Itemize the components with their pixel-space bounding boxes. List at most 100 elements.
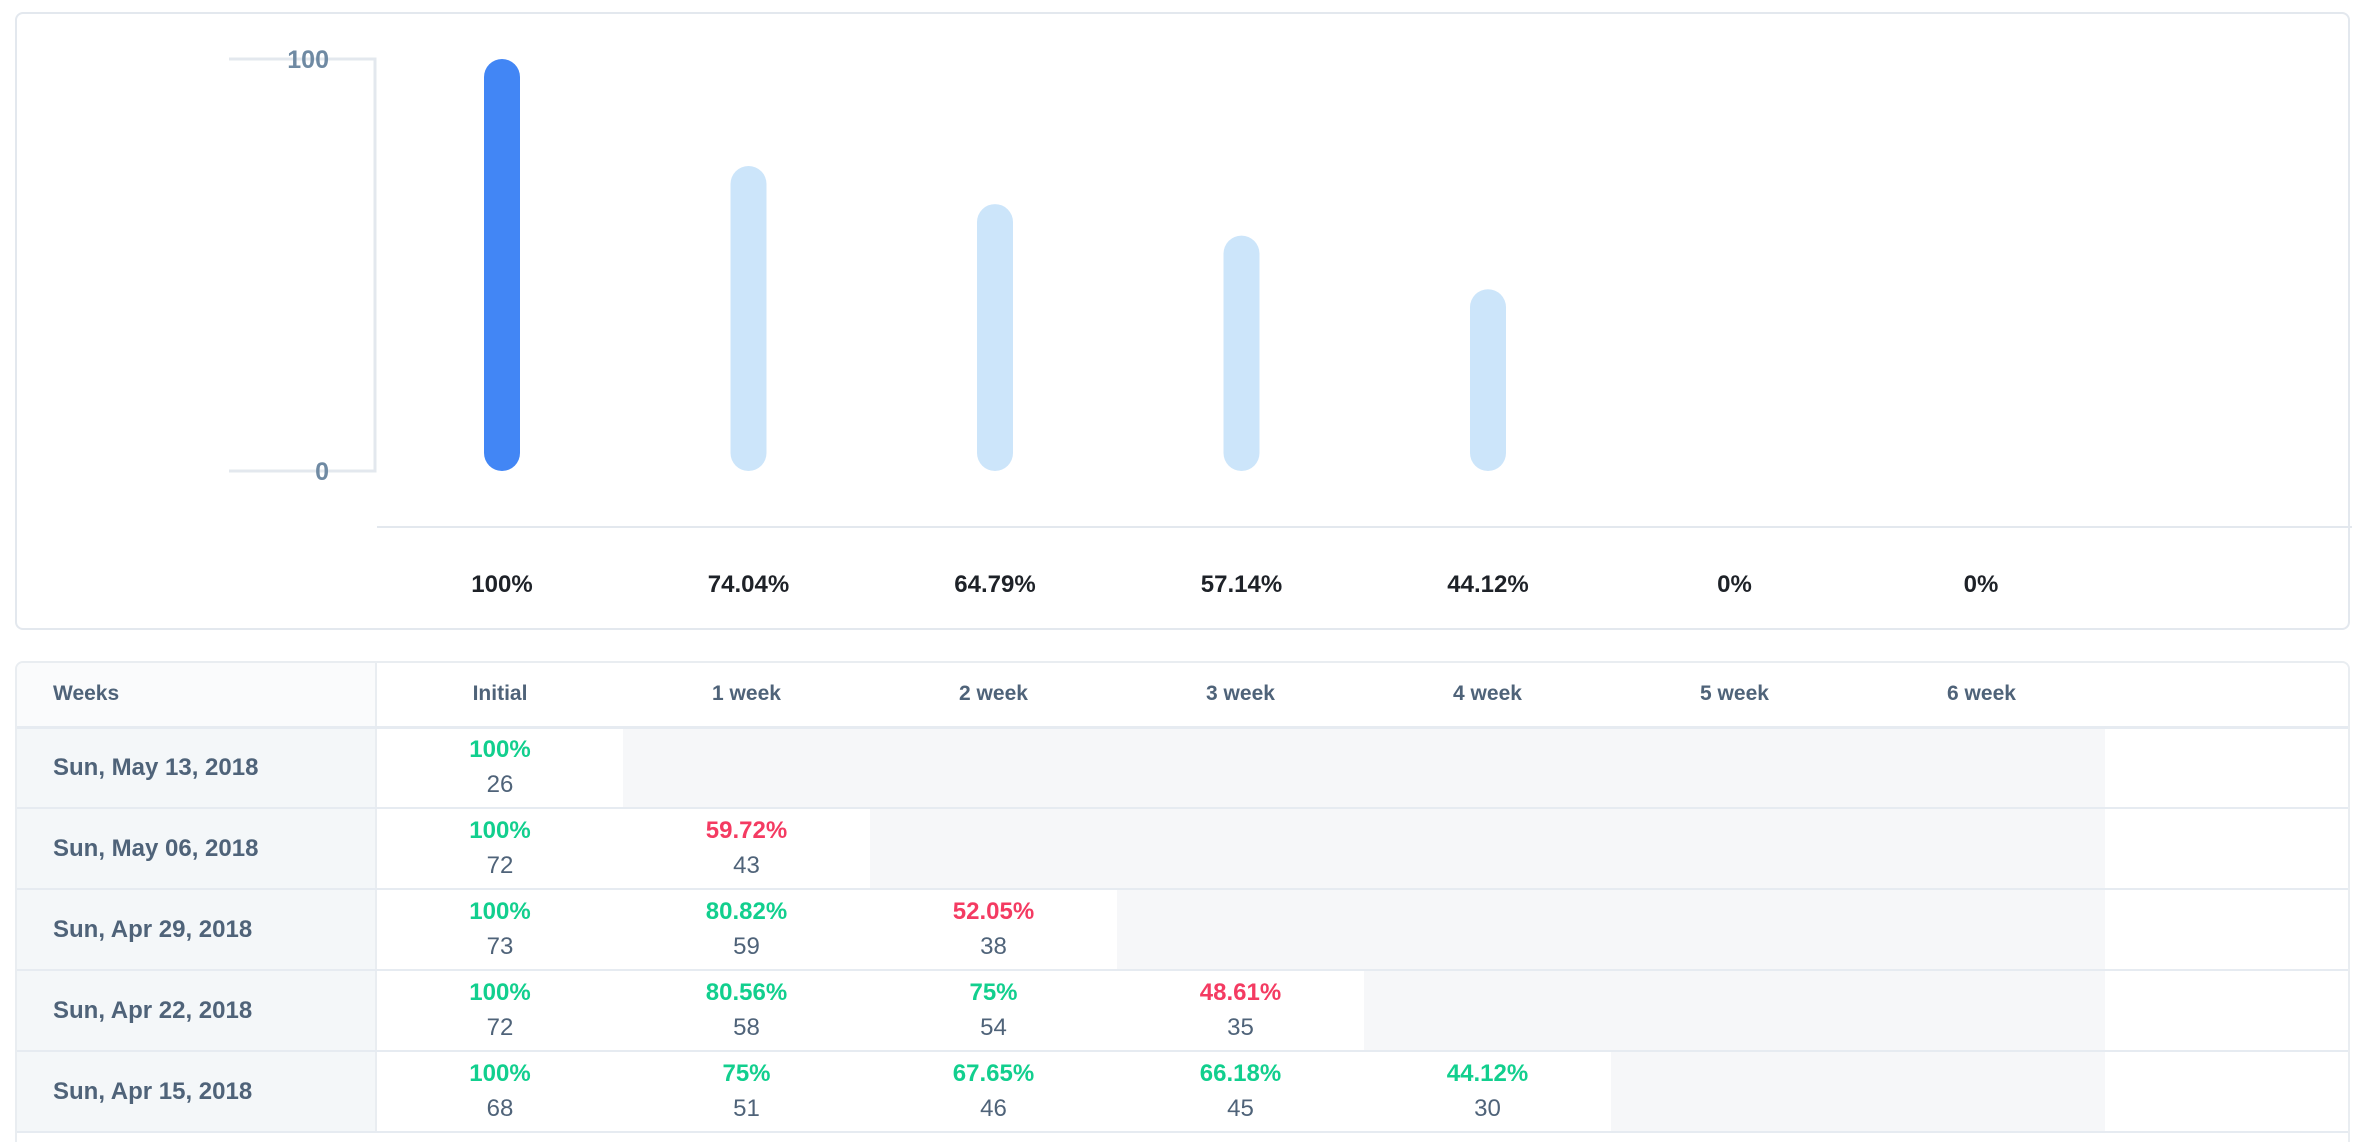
bar-value-label: 44.12% — [1447, 571, 1528, 598]
retention-count: 35 — [1227, 1013, 1254, 1041]
retention-percent: 100% — [469, 816, 531, 844]
empty-cell — [1611, 970, 1858, 1052]
column-header-2-week[interactable]: 2 week — [870, 663, 1117, 729]
table-row: Sun, Apr 15, 2018 100% 68 75% 51 67.65% 46 66.1… — [17, 1051, 2348, 1133]
retention-cell[interactable]: 100% 73 — [376, 889, 623, 971]
empty-cell — [1611, 1051, 1858, 1133]
retention-percent: 59.72% — [705, 816, 788, 844]
bar-1-week[interactable] — [730, 165, 767, 471]
retention-percent: 100% — [469, 1059, 531, 1087]
table-row: Sun, May 13, 2018 100% 26 — [17, 727, 2348, 809]
retention-cell[interactable]: 48.61% 35 — [1117, 970, 1364, 1052]
retention-count: 51 — [733, 1094, 760, 1122]
retention-cell[interactable]: 66.18% 45 — [1117, 1051, 1364, 1133]
bar-value-label: 64.79% — [954, 571, 1035, 598]
empty-cell — [1611, 889, 1858, 971]
bar-4-week[interactable] — [1470, 289, 1506, 471]
retention-percent: 52.05% — [952, 897, 1035, 925]
row-date: Sun, May 06, 2018 — [17, 808, 377, 890]
retention-percent: 100% — [469, 978, 531, 1006]
retention-cell[interactable]: 67.65% 46 — [870, 1051, 1117, 1133]
table-row: Sun, May 06, 2018 100% 72 59.72% 43 — [17, 808, 2348, 890]
retention-bar-chart: 100 0 100% 74.04% 64.79% 57.14% 44.12% 0% 0% — [229, 46, 2352, 598]
y-axis-line — [229, 57, 377, 473]
retention-count: 54 — [980, 1013, 1007, 1041]
retention-count: 58 — [733, 1013, 760, 1041]
bar-2-week[interactable] — [977, 204, 1013, 472]
column-header-initial[interactable]: Initial — [376, 663, 623, 729]
empty-cell — [870, 727, 1117, 809]
column-header-6-week[interactable]: 6 week — [1858, 663, 2105, 729]
retention-cell[interactable]: 80.56% 58 — [623, 970, 870, 1052]
retention-percent: 80.56% — [705, 978, 788, 1006]
empty-cell — [1611, 808, 1858, 890]
retention-count: 46 — [980, 1094, 1007, 1122]
value-labels: 100% 74.04% 64.79% 57.14% 44.12% 0% 0% — [471, 571, 1998, 598]
retention-cell[interactable]: 100% 72 — [376, 808, 623, 890]
empty-cell — [1117, 889, 1364, 971]
column-header-5-week[interactable]: 5 week — [1611, 663, 1858, 729]
retention-cell[interactable]: 80.82% 59 — [623, 889, 870, 971]
retention-percent: 75% — [969, 978, 1018, 1006]
bar-value-label: 74.04% — [708, 571, 789, 598]
retention-chart-card: 100 0 100% 74.04% 64.79% 57.14% 44.12% 0% 0% — [15, 12, 2352, 630]
retention-count: 26 — [486, 770, 514, 798]
retention-percent: 48.61% — [1199, 978, 1282, 1006]
bar-value-label: 0% — [1717, 571, 1752, 598]
bar-3-week[interactable] — [1223, 235, 1260, 471]
column-header-3-week[interactable]: 3 week — [1117, 663, 1364, 729]
column-header-4-week[interactable]: 4 week — [1364, 663, 1611, 729]
retention-cell[interactable]: 75% 54 — [870, 970, 1117, 1052]
retention-count: 45 — [1227, 1094, 1254, 1122]
empty-cell — [1858, 727, 2105, 809]
retention-count: 73 — [486, 932, 514, 960]
retention-percent: 100% — [469, 897, 531, 925]
retention-cell[interactable]: 100% 68 — [376, 1051, 623, 1133]
y-tick-label: 0 — [315, 458, 329, 486]
row-spacer — [2105, 727, 2348, 809]
bar-initial[interactable] — [484, 59, 520, 471]
retention-cell[interactable]: 52.05% 38 — [870, 889, 1117, 971]
retention-percent: 75% — [722, 1059, 771, 1087]
column-header-weeks[interactable]: Weeks — [17, 663, 377, 729]
column-header-1-week[interactable]: 1 week — [623, 663, 870, 729]
retention-cell[interactable]: 75% 51 — [623, 1051, 870, 1133]
empty-cell — [1858, 808, 2105, 890]
retention-count: 72 — [486, 1013, 514, 1041]
empty-cell — [870, 808, 1117, 890]
empty-cell — [1858, 1051, 2105, 1133]
empty-cell — [1364, 889, 1611, 971]
retention-percent: 80.82% — [705, 897, 788, 925]
empty-cell — [1117, 808, 1364, 890]
empty-cell — [1364, 970, 1611, 1052]
retention-count: 68 — [486, 1094, 514, 1122]
row-date: Sun, Apr 29, 2018 — [17, 889, 377, 971]
y-axis: 100 0 — [229, 46, 2352, 528]
retention-count: 72 — [486, 851, 514, 879]
empty-cell — [623, 727, 870, 809]
retention-count: 43 — [733, 851, 760, 879]
retention-table-container: Weeks Initial 1 week 2 week 3 week 4 week 5 we… — [15, 661, 2350, 1142]
row-spacer — [2105, 889, 2348, 971]
row-spacer — [2105, 1051, 2348, 1133]
row-date: Sun, May 13, 2018 — [17, 727, 377, 809]
row-date: Sun, Apr 15, 2018 — [17, 1051, 377, 1133]
retention-cell[interactable]: 100% 72 — [376, 970, 623, 1052]
empty-cell — [1611, 727, 1858, 809]
y-tick-label: 100 — [287, 46, 329, 74]
retention-count: 59 — [733, 932, 760, 960]
empty-cell — [1117, 727, 1364, 809]
bars — [484, 59, 1506, 472]
retention-cell[interactable]: 100% 26 — [376, 727, 623, 809]
retention-percent: 44.12% — [1446, 1059, 1529, 1087]
table-row: Sun, Apr 22, 2018 100% 72 80.56% 58 75% 54 48.6… — [17, 970, 2348, 1052]
table-row: Sun, Apr 29, 2018 100% 73 80.82% 59 52.05% 38 — [17, 889, 2348, 971]
empty-cell — [1858, 970, 2105, 1052]
retention-percent: 67.65% — [952, 1059, 1035, 1087]
retention-cell[interactable]: 59.72% 43 — [623, 808, 870, 890]
retention-cell[interactable]: 44.12% 30 — [1364, 1051, 1611, 1133]
bar-value-label: 100% — [471, 571, 532, 598]
empty-cell — [1364, 727, 1611, 809]
row-date: Sun, Apr 22, 2018 — [17, 970, 377, 1052]
row-spacer — [2105, 970, 2348, 1052]
